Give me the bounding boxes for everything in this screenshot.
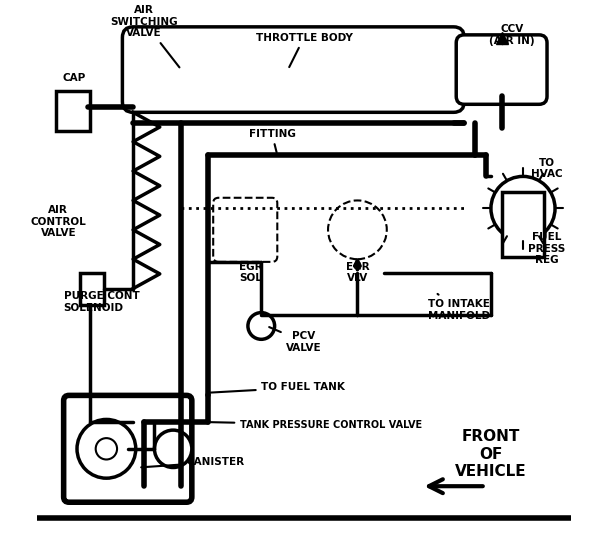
Text: EGR
VLV: EGR VLV	[345, 262, 369, 283]
Bar	[80, 273, 104, 305]
Text: FRONT
OF
VEHICLE: FRONT OF VEHICLE	[455, 429, 527, 479]
Text: CAP: CAP	[63, 72, 86, 83]
FancyBboxPatch shape	[213, 198, 277, 262]
Text: EGR
SOL: EGR SOL	[239, 262, 263, 283]
FancyBboxPatch shape	[64, 395, 192, 502]
Circle shape	[328, 201, 387, 259]
Circle shape	[77, 419, 136, 478]
Text: TO INTAKE
MANIFOLD: TO INTAKE MANIFOLD	[428, 294, 490, 321]
Text: FITTING: FITTING	[249, 129, 295, 153]
Bar	[502, 193, 544, 256]
FancyBboxPatch shape	[122, 27, 465, 113]
Circle shape	[248, 313, 275, 339]
Text: TO FUEL TANK: TO FUEL TANK	[210, 382, 345, 393]
Text: AIR
SWITCHING
VALVE: AIR SWITCHING VALVE	[110, 5, 179, 68]
Text: PURGE CONT
SOLENOID: PURGE CONT SOLENOID	[64, 291, 139, 313]
Circle shape	[154, 430, 192, 467]
Text: THROTTLE BODY: THROTTLE BODY	[255, 32, 353, 67]
Text: CANISTER: CANISTER	[141, 457, 244, 467]
Text: PCV
VALVE: PCV VALVE	[269, 327, 322, 353]
Text: FUEL
PRESS
REG: FUEL PRESS REG	[528, 232, 565, 265]
FancyBboxPatch shape	[456, 35, 547, 104]
Circle shape	[491, 176, 555, 241]
Text: CCV
(AIR IN): CCV (AIR IN)	[489, 24, 535, 45]
Text: AIR
CONTROL
VALVE: AIR CONTROL VALVE	[30, 205, 86, 239]
Circle shape	[95, 438, 117, 459]
Text: TANK PRESSURE CONTROL VALVE: TANK PRESSURE CONTROL VALVE	[210, 420, 422, 430]
FancyBboxPatch shape	[56, 91, 91, 131]
Text: TO
HVAC: TO HVAC	[531, 157, 563, 179]
